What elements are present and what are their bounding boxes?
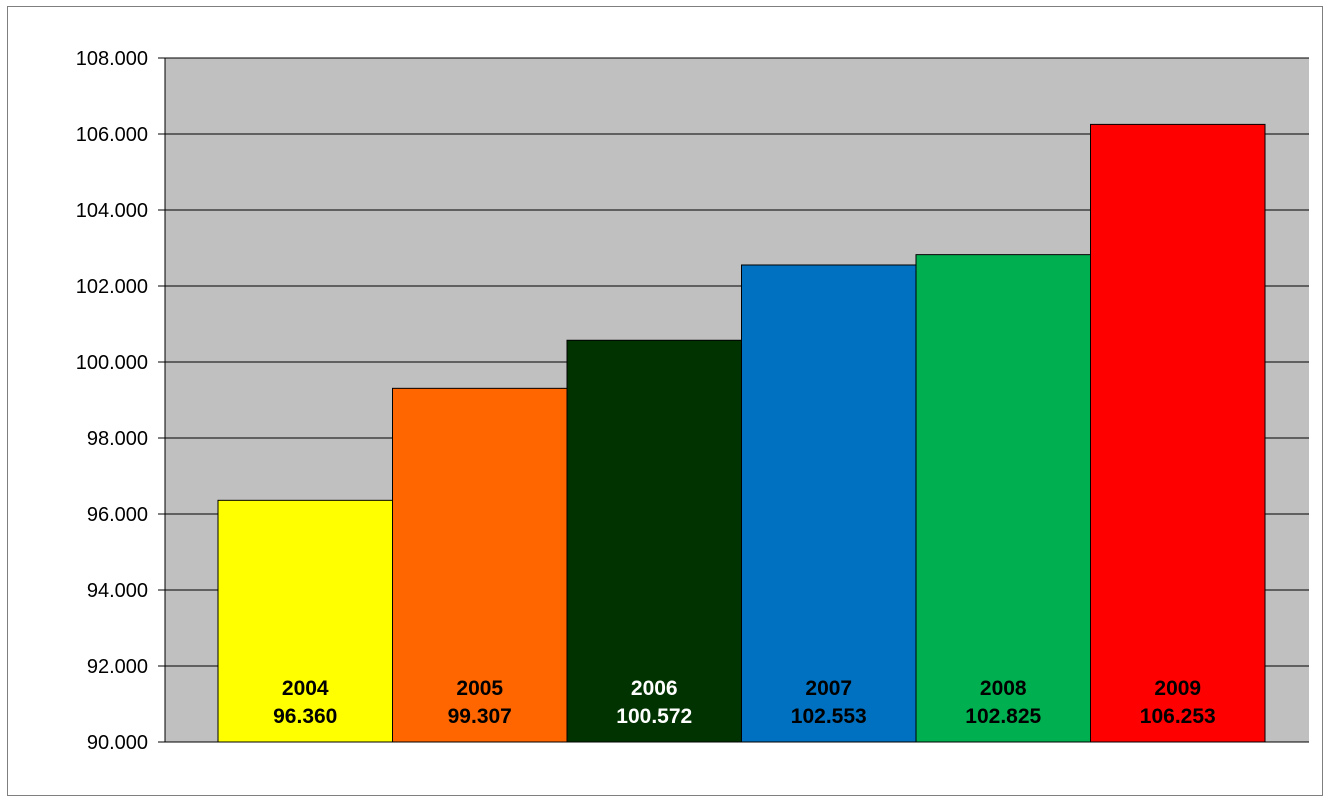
bar-category-label: 2008 <box>980 677 1027 700</box>
bar-2005 <box>392 387 568 743</box>
bar-2008 <box>915 254 1091 743</box>
bar-labels: 2004 96.360 2005 99.307 2006 100.572 2007 102.5… <box>273 677 1216 728</box>
bar-category-label: 2007 <box>805 677 852 700</box>
bar-value-label: 99.307 <box>448 705 512 728</box>
y-tick-label: 94.000 <box>87 580 148 602</box>
y-tick-label: 104.000 <box>76 200 148 222</box>
y-tick-label: 98.000 <box>87 428 148 450</box>
y-tick-label: 108.000 <box>76 48 148 70</box>
bar-category-label: 2006 <box>631 677 678 700</box>
bar-category-label: 2005 <box>456 677 503 700</box>
bar-2004 <box>217 499 393 743</box>
bar-value-label: 102.825 <box>965 705 1041 728</box>
bar-category-label: 2009 <box>1154 677 1201 700</box>
y-tick-label: 90.000 <box>87 732 148 754</box>
bar-value-label: 102.553 <box>791 705 867 728</box>
bar-2009 <box>1090 123 1266 743</box>
y-tick-label: 102.000 <box>76 276 148 298</box>
y-tick-label: 92.000 <box>87 656 148 678</box>
y-tick-label: 100.000 <box>76 352 148 374</box>
bar-2006 <box>566 339 742 743</box>
y-ticks: 90.000 92.000 94.000 96.000 98.000 100.000 102… <box>76 48 165 754</box>
y-tick-label: 106.000 <box>76 124 148 146</box>
bar-value-label: 100.572 <box>616 705 692 728</box>
bars <box>217 123 1266 743</box>
bar-value-label: 106.253 <box>1140 705 1216 728</box>
y-tick-label: 96.000 <box>87 504 148 526</box>
bar-category-label: 2004 <box>282 677 329 700</box>
bar-value-label: 96.360 <box>273 705 337 728</box>
axes <box>164 58 1309 743</box>
bar-2007 <box>741 264 917 743</box>
